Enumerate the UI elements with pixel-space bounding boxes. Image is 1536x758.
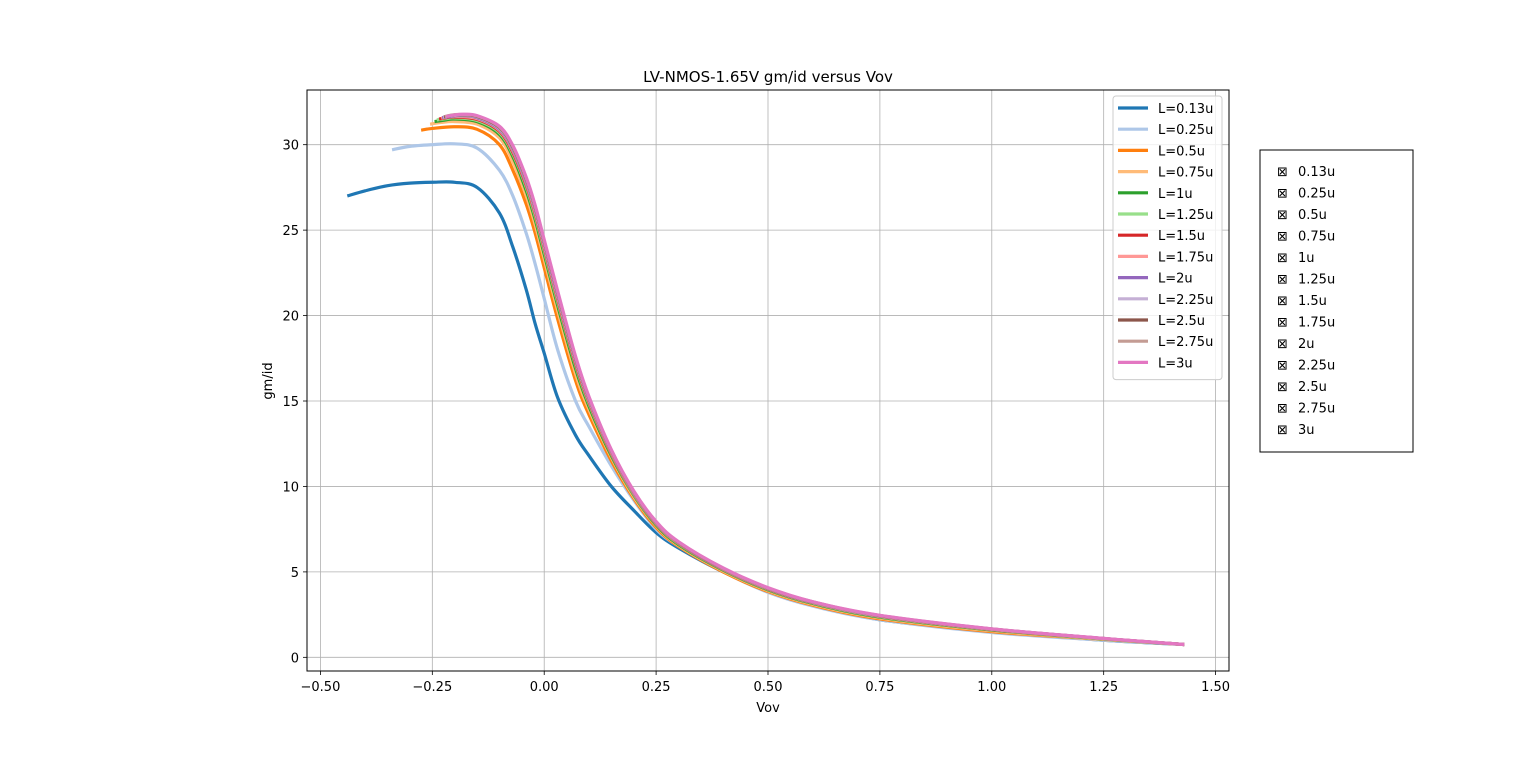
x-tick-label: 0.50 <box>754 680 783 695</box>
checkbox-checked-icon[interactable]: ⊠ <box>1277 359 1288 374</box>
y-ticks: 0 5 10 15 20 25 30 <box>282 139 307 666</box>
y-tick-label: 5 <box>291 566 299 581</box>
x-tick-label: −0.50 <box>301 680 341 695</box>
checkbox-checked-icon[interactable]: ⊠ <box>1277 316 1288 331</box>
x-tick-label: 1.50 <box>1201 680 1230 695</box>
x-axis-label: Vov <box>756 701 780 716</box>
legend-entry-label: L=0.13u <box>1158 102 1213 117</box>
checkbox-label: 2u <box>1298 337 1315 352</box>
legend-entry-label: L=3u <box>1158 356 1193 371</box>
legend-entry-label: L=2.5u <box>1158 314 1205 329</box>
x-tick-label: 0.00 <box>530 680 559 695</box>
legend-entry-label: L=2.25u <box>1158 293 1213 308</box>
checkbox-item[interactable]: ⊠ 0.25u <box>1277 187 1335 202</box>
legend-entry-label: L=1u <box>1158 187 1193 202</box>
checkbox-item[interactable]: ⊠ 0.5u <box>1277 208 1327 223</box>
checkbox-item[interactable]: ⊠ 0.75u <box>1277 230 1335 245</box>
checkbox-label: 0.13u <box>1298 165 1335 180</box>
x-tick-label: 0.25 <box>642 680 671 695</box>
checkbox-item[interactable]: ⊠ 2.25u <box>1277 359 1335 374</box>
checkbox-panel[interactable]: ⊠ 0.13u ⊠ 0.25u ⊠ 0.5u ⊠ 0.75u ⊠ 1u ⊠ 1.25u ⊠ 1.5u ⊠ 1.… <box>1259 149 1414 453</box>
series-line-13 <box>445 112 1185 647</box>
x-tick-label: 1.25 <box>1089 680 1118 695</box>
checkbox-item[interactable]: ⊠ 3u <box>1277 423 1315 438</box>
legend-entry-label: L=1.25u <box>1158 208 1213 223</box>
legend-entry-label: L=0.75u <box>1158 166 1213 181</box>
checkbox-label: 2.5u <box>1298 380 1327 395</box>
checkbox-item[interactable]: ⊠ 2.75u <box>1277 402 1335 417</box>
y-tick-label: 25 <box>282 224 299 239</box>
checkbox-checked-icon[interactable]: ⊠ <box>1277 294 1288 309</box>
chart-title: LV-NMOS-1.65V gm/id versus Vov <box>643 68 893 86</box>
y-tick-label: 20 <box>282 310 299 325</box>
checkbox-label: 1u <box>1298 251 1315 266</box>
checkbox-label: 2.75u <box>1298 402 1335 417</box>
x-ticks: −0.50 −0.25 0.00 0.25 0.50 0.75 1.00 1.25 1.50 <box>301 671 1230 695</box>
checkbox-label: 2.25u <box>1298 359 1335 374</box>
checkbox-checked-icon[interactable]: ⊠ <box>1277 380 1288 395</box>
checkbox-label: 1.75u <box>1298 316 1335 331</box>
x-tick-label: −0.25 <box>412 680 452 695</box>
checkbox-checked-icon[interactable]: ⊠ <box>1277 337 1288 352</box>
checkbox-item[interactable]: ⊠ 2u <box>1277 337 1315 352</box>
checkbox-panel-frame <box>1259 149 1414 453</box>
checkbox-item[interactable]: ⊠ 1.5u <box>1277 294 1327 309</box>
legend-entry-label: L=2u <box>1158 272 1193 287</box>
x-tick-label: 0.75 <box>865 680 894 695</box>
x-tick-label: 1.00 <box>977 680 1006 695</box>
legend-entry-label: L=1.75u <box>1158 250 1213 265</box>
legend-box <box>1112 95 1223 381</box>
checkbox-item[interactable]: ⊠ 1.75u <box>1277 316 1335 331</box>
y-tick-label: 30 <box>282 139 299 154</box>
series-layer <box>346 112 1185 647</box>
checkbox-checked-icon[interactable]: ⊠ <box>1277 423 1288 438</box>
legend: L=0.13u L=0.25u L=0.5u L=0.75u L=1u L=1.25u L=… <box>1112 95 1223 381</box>
checkbox-checked-icon[interactable]: ⊠ <box>1277 208 1288 223</box>
checkbox-label: 0.75u <box>1298 230 1335 245</box>
checkbox-label: 0.5u <box>1298 208 1327 223</box>
checkbox-item[interactable]: ⊠ 1.25u <box>1277 273 1335 288</box>
checkbox-item[interactable]: ⊠ 1u <box>1277 251 1315 266</box>
checkbox-item[interactable]: ⊠ 0.13u <box>1277 165 1335 180</box>
y-tick-label: 10 <box>282 480 299 495</box>
checkbox-checked-icon[interactable]: ⊠ <box>1277 251 1288 266</box>
checkbox-item[interactable]: ⊠ 2.5u <box>1277 380 1327 395</box>
checkbox-label: 1.5u <box>1298 294 1327 309</box>
legend-entry-label: L=0.25u <box>1158 123 1213 138</box>
legend-entry-label: L=0.5u <box>1158 144 1205 159</box>
checkbox-label: 3u <box>1298 423 1315 438</box>
y-tick-label: 0 <box>291 651 299 666</box>
y-tick-label: 15 <box>282 395 299 410</box>
checkbox-checked-icon[interactable]: ⊠ <box>1277 230 1288 245</box>
legend-entry-label: L=2.75u <box>1158 335 1213 350</box>
checkbox-checked-icon[interactable]: ⊠ <box>1277 273 1288 288</box>
checkbox-label: 0.25u <box>1298 187 1335 202</box>
checkbox-checked-icon[interactable]: ⊠ <box>1277 402 1288 417</box>
checkbox-checked-icon[interactable]: ⊠ <box>1277 187 1288 202</box>
checkbox-checked-icon[interactable]: ⊠ <box>1277 165 1288 180</box>
y-axis-label: gm/id <box>261 362 276 399</box>
checkbox-label: 1.25u <box>1298 273 1335 288</box>
legend-entry-label: L=1.5u <box>1158 229 1205 244</box>
